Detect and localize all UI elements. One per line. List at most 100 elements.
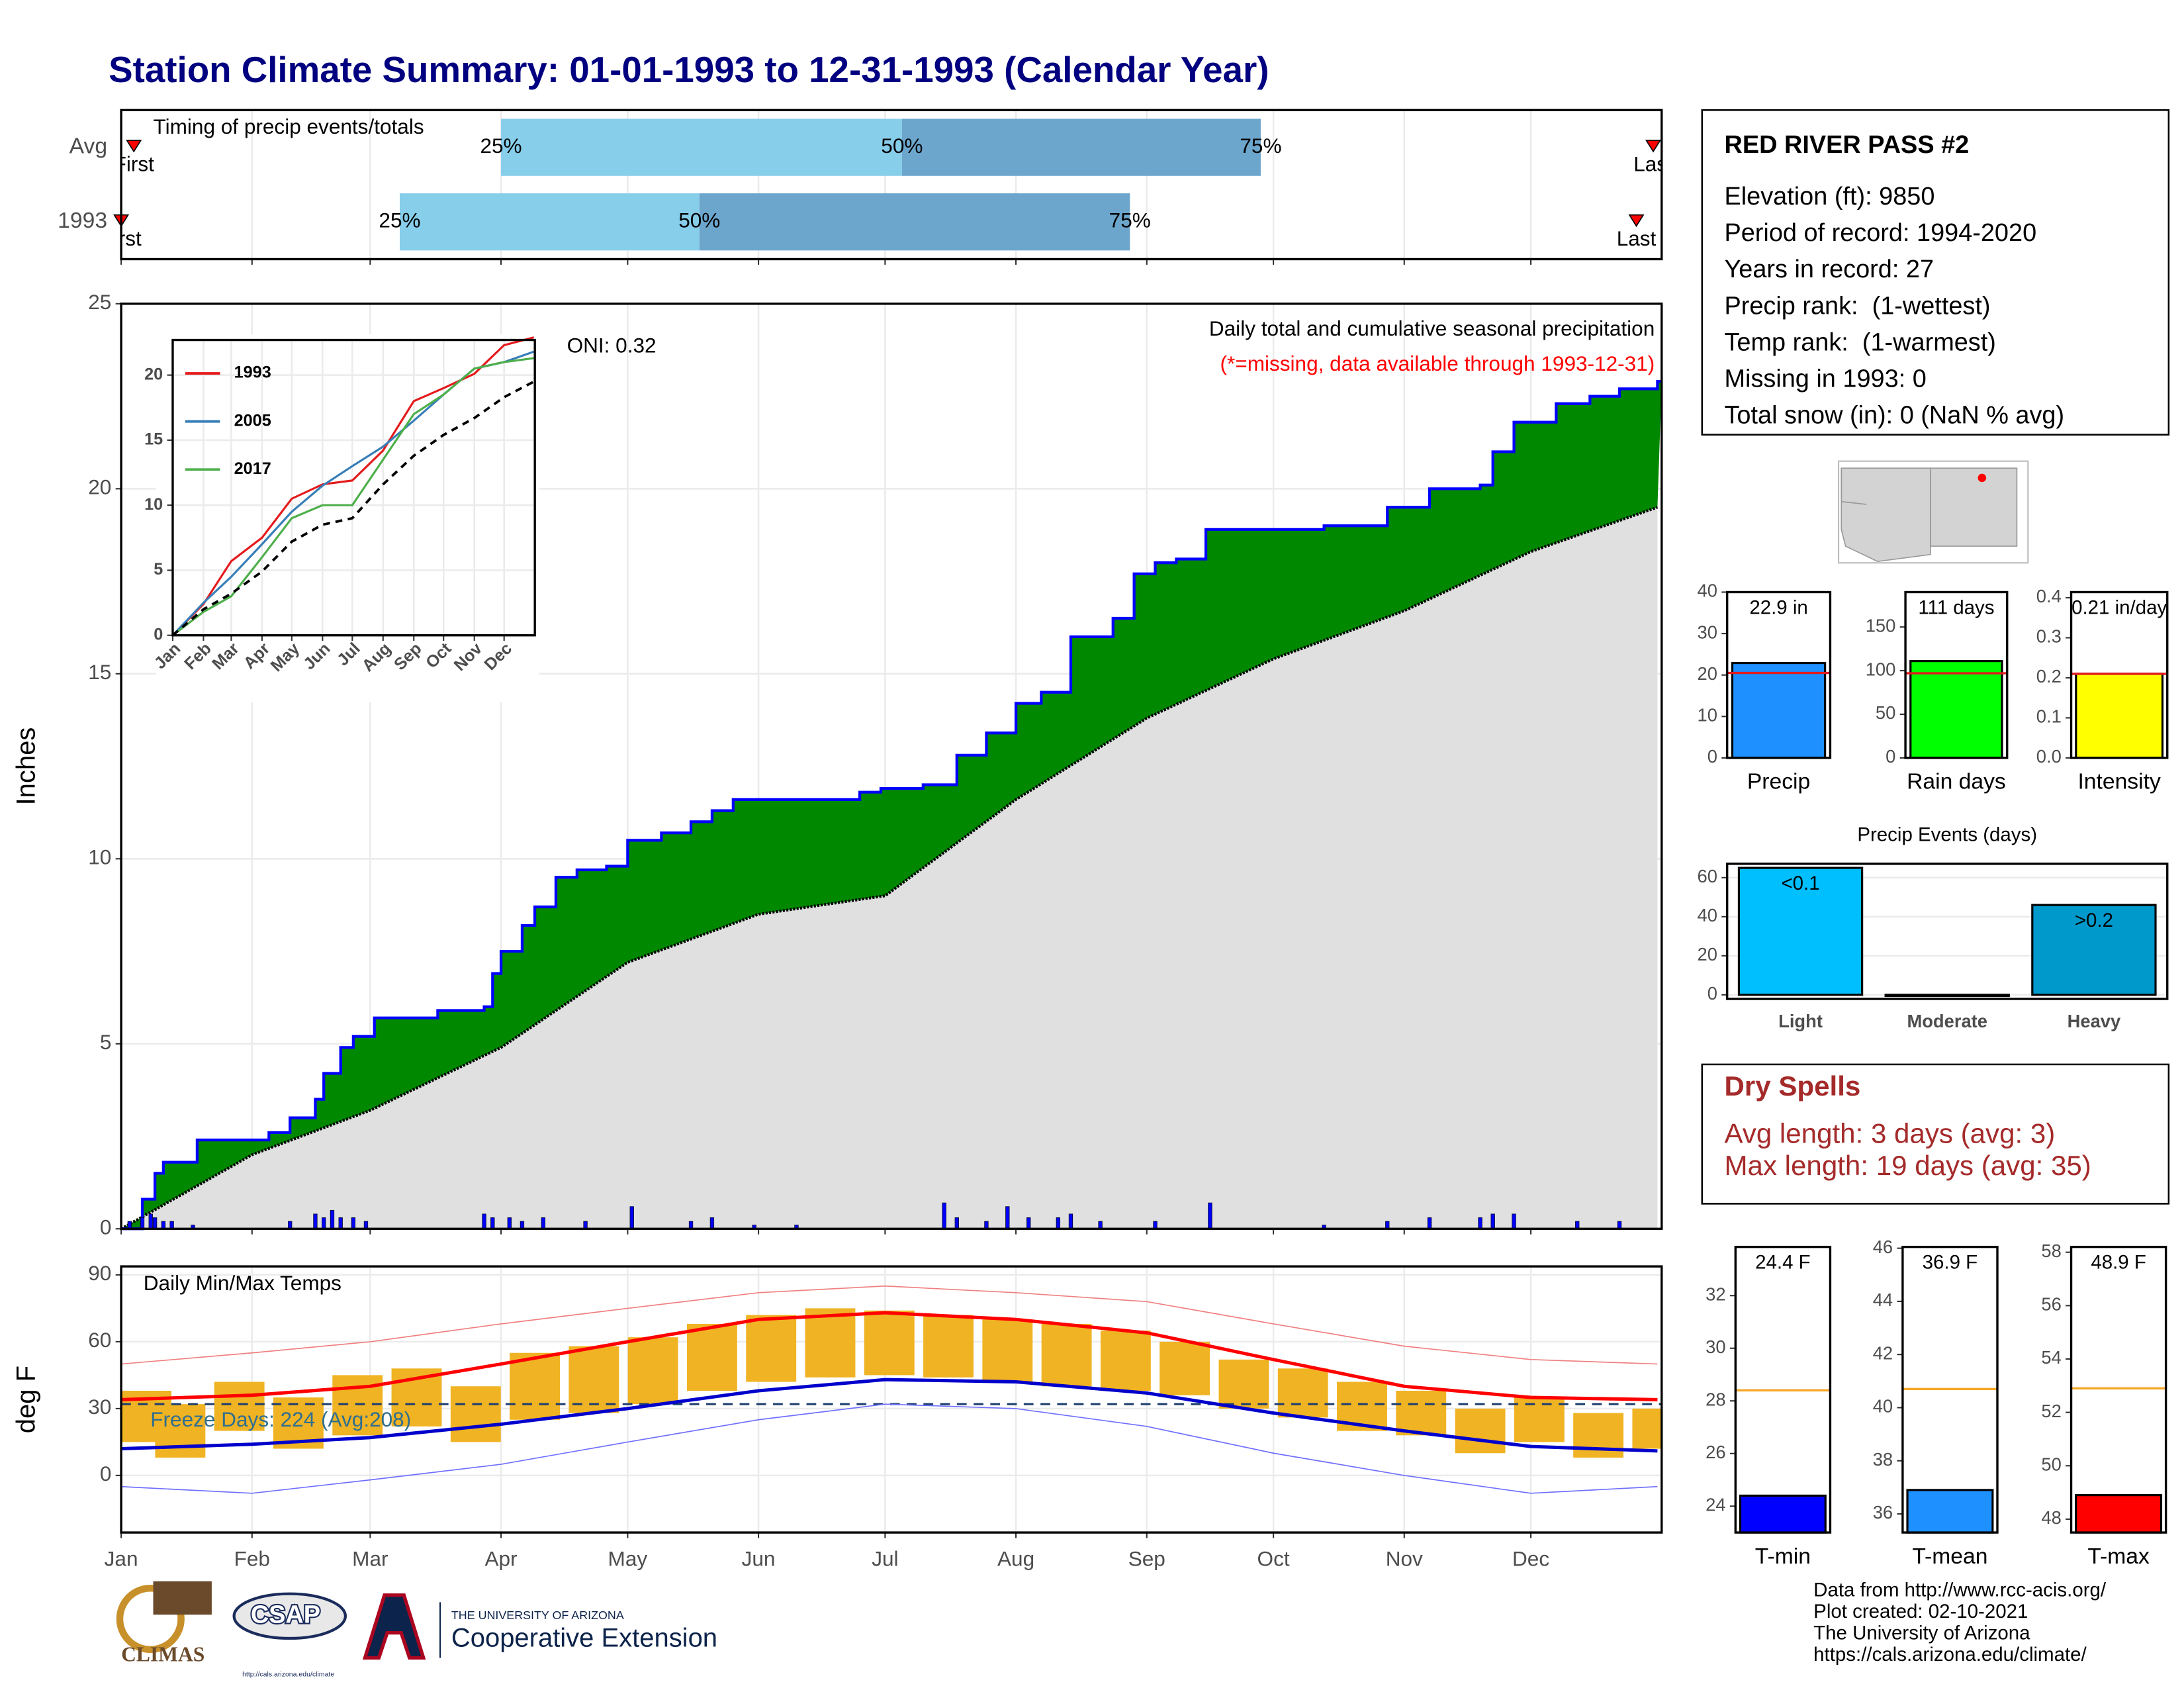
x-tick-label: Rain days: [1907, 770, 2006, 794]
temp-range-bar: [1160, 1341, 1210, 1395]
y-tick-label: 5: [100, 1030, 112, 1054]
y-tick-label: 58: [2041, 1241, 2061, 1261]
average-line: [120, 506, 1659, 1231]
dry-spell-line: Max length: 19 days (avg: 35): [1724, 1150, 2091, 1181]
plot-frame: [2070, 590, 2169, 759]
climas-logo: [153, 1581, 212, 1615]
y-tick-label: 0.2: [2036, 666, 2062, 686]
marks-layer: [113, 118, 1662, 251]
daily-precip-bar: [1490, 1213, 1495, 1229]
daily-precip-bar: [1005, 1206, 1010, 1229]
daily-precip-bar: [1427, 1217, 1432, 1229]
chart-timeline: Timing of precip events/totals Avg 25% 50% 7…: [58, 109, 1663, 265]
y-tick-label: 44: [1873, 1289, 1893, 1310]
daily-precip-bar: [709, 1217, 715, 1229]
labels-layer: 0 30 60 90 Jan Feb Mar Apr May Jun Jul Aug Sep Oct Nov…: [12, 1261, 1663, 1571]
chart-note: (*=missing, data available through 1993-…: [1220, 352, 1655, 375]
row-label: Avg: [69, 134, 107, 158]
marks-layer: [2071, 673, 2167, 759]
x-tick-label: Jul: [872, 1547, 898, 1571]
x-tick-label: Feb: [234, 1547, 270, 1571]
y-tick-label: 0: [100, 1462, 112, 1485]
series-line: [171, 336, 535, 636]
temp-range-bar: [1277, 1368, 1328, 1418]
x-tick-label: Light: [1778, 1011, 1823, 1031]
station-line: Precip rank: (1-wettest): [1724, 292, 1990, 320]
chart-subtitle: Daily total and cumulative seasonal prec…: [1209, 316, 1655, 340]
bar: [1906, 1489, 1994, 1534]
chart-title: Precip Events (days): [1857, 824, 2037, 846]
daily-precip-bar: [338, 1217, 343, 1229]
legend-label: 2017: [234, 459, 271, 478]
y-tick-label: 20: [144, 365, 163, 383]
daily-precip-bar: [629, 1206, 634, 1229]
cumulative-area: [121, 381, 1662, 1229]
marks-layer: [2071, 1387, 2166, 1534]
cumulative-line: [121, 380, 1662, 1231]
y-tick-label: 30: [1698, 622, 1717, 642]
bar-label: <0.1: [1781, 872, 1819, 894]
temp-range-bar: [1396, 1390, 1447, 1436]
temp-range-bar: [982, 1319, 1033, 1382]
x-tick-label: Jun: [742, 1547, 776, 1571]
bar: [1739, 1494, 1827, 1534]
chart-bar: 24 26 28 30 32 T-min 24.4 F: [1706, 1245, 1832, 1569]
quartile-bar: [901, 118, 1261, 176]
y-tick-label: 40: [1698, 905, 1717, 925]
plot-frame: [1904, 590, 2009, 759]
y-tick-label: 0: [1707, 983, 1717, 1004]
legend-label: 2005: [234, 411, 271, 430]
y-tick-label: 26: [1706, 1442, 1725, 1462]
quartile-label: 75%: [1109, 209, 1151, 232]
y-tick-label: 60: [1698, 866, 1717, 886]
x-tick-label: Apr: [485, 1547, 518, 1571]
chart-bar: 0.0 0.1 0.2 0.3 0.4 Intensity 0.21 in/day: [2036, 586, 2169, 794]
daily-precip-bar: [942, 1202, 946, 1229]
bar: [1909, 660, 2003, 759]
footer-line: The University of Arizona: [1813, 1622, 2030, 1644]
labels-layer: 0 5 10 15 20 25 Inches ONI: 0.32 Daily total and…: [12, 290, 1663, 1239]
temp-range-bar: [923, 1315, 974, 1378]
y-tick-label: 0: [154, 625, 163, 643]
temp-range-bar: [1514, 1397, 1565, 1442]
y-tick-label: 30: [1706, 1336, 1725, 1357]
plot-background: [172, 340, 535, 635]
event-label: First: [101, 226, 142, 250]
labels-layer: 0 20 40 60 Light <0.1 Moderate Heavy >0.2 Precip …: [1698, 824, 2169, 1031]
chart-bar: 0 10 20 30 40 Precip 22.9 in: [1698, 581, 1832, 794]
station-line: Missing in 1993: 0: [1724, 365, 1926, 393]
y-tick-label: 0: [1707, 746, 1717, 767]
station-line: Period of record: 1994-2020: [1724, 219, 2036, 247]
plot-frame: [1901, 1245, 1999, 1534]
value-label: 111 days: [1918, 597, 1994, 619]
plot-frame: [120, 109, 1663, 261]
marks-layer: [1905, 660, 2007, 759]
daily-precip-bar: [330, 1209, 335, 1229]
temp-range-bar: [1100, 1331, 1151, 1391]
quartile-label: 75%: [1240, 134, 1281, 158]
labels-layer: 0 10 20 30 40 Precip 22.9 in: [1698, 581, 1832, 794]
daily-precip-bar: [490, 1217, 495, 1229]
csap-logo: [232, 1592, 347, 1640]
y-tick-label: 150: [1866, 615, 1896, 635]
daily-precip-bar: [140, 1217, 145, 1229]
marks-layer: [171, 336, 535, 637]
station-box: [1701, 109, 2170, 436]
plot-background: [2071, 1246, 2166, 1533]
x-tick-label: Intensity: [2077, 770, 2161, 794]
average-area: [121, 507, 1658, 1229]
y-tick-label: 100: [1866, 659, 1896, 679]
oni-annotation: ONI: 0.32: [567, 333, 657, 357]
locator-map: [1838, 460, 2029, 564]
y-tick-label: 0: [100, 1215, 112, 1239]
y-tick-label: 50: [1876, 702, 1895, 723]
x-tick-label: Dec: [1512, 1547, 1549, 1571]
legend-label: 1993: [234, 363, 271, 382]
daily-precip-bar: [1208, 1202, 1212, 1229]
chart-range: 0 30 60 90 Jan Feb Mar Apr May Jun Jul Aug Sep Oct Nov…: [12, 1261, 1663, 1571]
row-label: 1993: [58, 209, 107, 233]
bar: [2031, 904, 2157, 996]
labels-layer: 36 38 40 42 44 46 T-mean 36.9 F: [1873, 1237, 1999, 1569]
temp-range-bar: [864, 1310, 915, 1376]
